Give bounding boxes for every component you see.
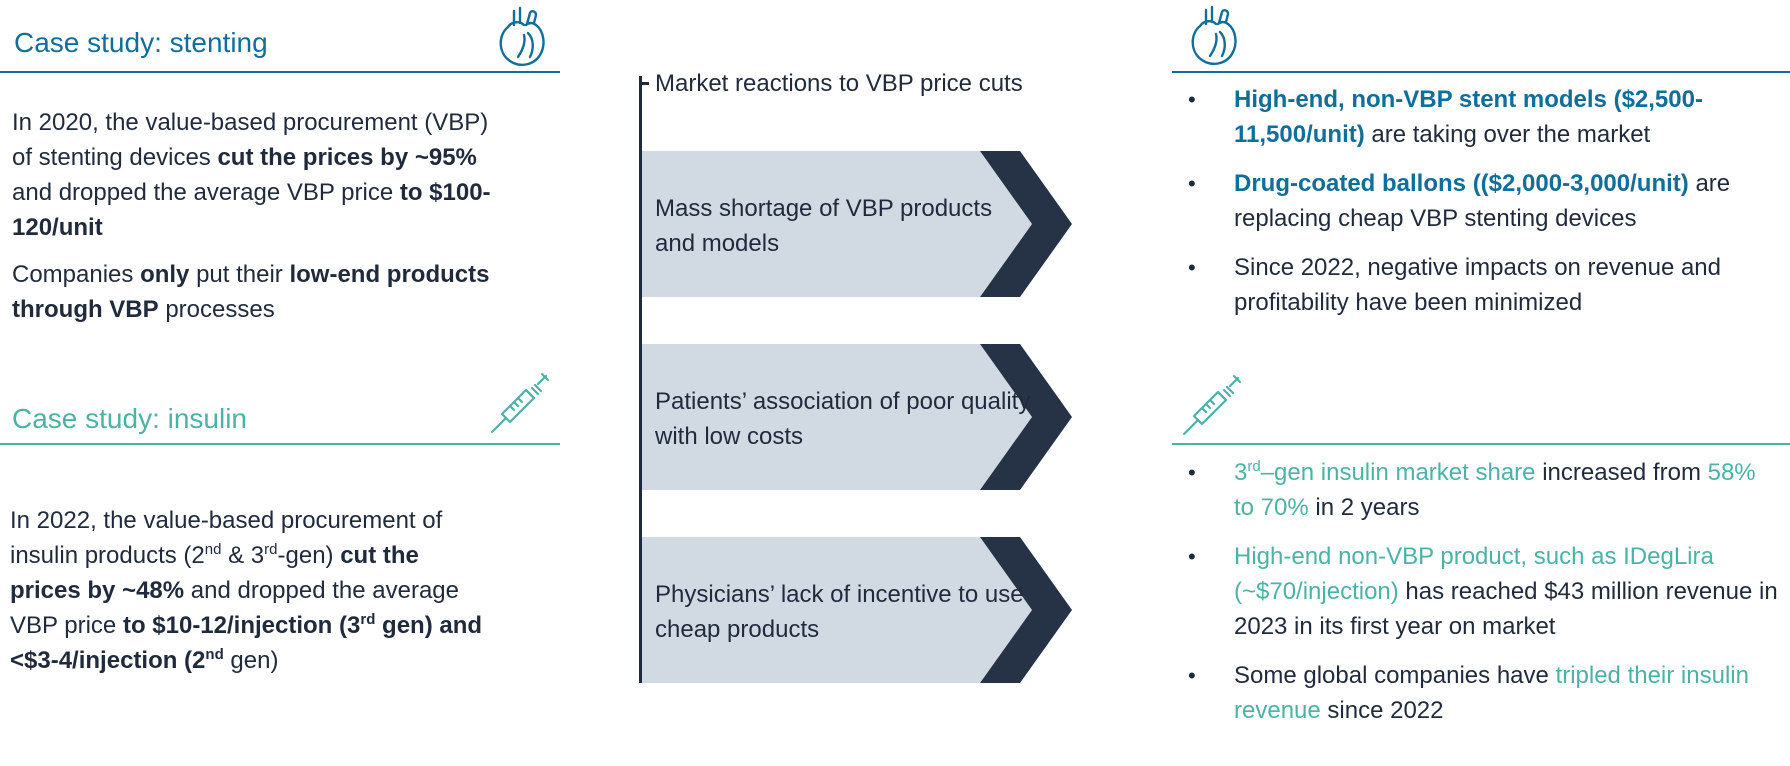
text-run-highlight: –gen insulin market share — [1260, 459, 1536, 486]
text-run-bold: cut the prices by ~48% — [10, 542, 419, 604]
superscript: rd — [264, 541, 278, 558]
text-run-highlight: 58% to 70% — [1234, 459, 1756, 521]
superscript: nd — [204, 541, 222, 558]
text-run: In 2022, the value-based procurement of … — [10, 507, 443, 569]
text-run: & 3 — [221, 542, 265, 569]
text-run-highlight: 3 — [1234, 459, 1248, 486]
text-run: Since 2022, negative impacts on revenue … — [1234, 254, 1721, 316]
text-run: Some global companies have — [1234, 662, 1556, 689]
text-run: -gen) — [277, 542, 341, 569]
insulin-paragraph: In 2022, the value-based procurement of … — [10, 503, 490, 678]
insulin-title: Case study: insulin — [12, 403, 248, 434]
text-run-bold: to $10-12/injection (3 — [122, 612, 361, 639]
insulin-title-rule — [0, 443, 560, 445]
bullet-icon: • — [1188, 255, 1196, 280]
syringe-icon — [1182, 374, 1242, 436]
bullet-icon: • — [1188, 460, 1196, 485]
reaction-chevron-1 — [642, 151, 1072, 297]
bullet-icon: • — [1188, 544, 1196, 569]
list-item: • High-end non-VBP product, such as IDegL… — [1170, 539, 1780, 644]
list-item: • High-end, non-VBP stent models ($2,500-… — [1170, 82, 1780, 152]
text-run: processes — [158, 296, 275, 323]
text-run-highlight: Drug-coated ballons (($2,000-3,000/unit) — [1234, 170, 1689, 197]
reaction-label-1: Mass shortage of VBP products and models — [655, 195, 993, 257]
text-run-bold: low-end products through VBP — [12, 261, 490, 323]
text-run: has reached $43 million revenue in 2023 … — [1234, 578, 1778, 640]
text-run-bold: cut the prices by ~95% — [217, 144, 477, 171]
text-run-bold: gen) and <$3-4/injection (2 — [10, 612, 483, 674]
list-item: • 3rd–gen insulin market share increased … — [1170, 455, 1780, 525]
bullet-icon: • — [1188, 171, 1196, 196]
text-run: and dropped the average VBP price — [12, 179, 400, 206]
text-run: and dropped the average VBP price — [10, 577, 459, 639]
bracket-tick — [639, 82, 649, 85]
text-run: in 2 years — [1308, 494, 1420, 521]
stenting-paragraph-2: Companies only put their low-end product… — [12, 257, 492, 327]
stenting-outcome-list: • High-end, non-VBP stent models ($2,500-… — [1170, 82, 1780, 334]
list-item: • Drug-coated ballons (($2,000-3,000/unit… — [1170, 166, 1780, 236]
insulin-outcomes-rule — [1172, 443, 1790, 445]
text-run: Companies — [12, 261, 141, 288]
heart-icon — [499, 6, 545, 67]
stenting-paragraph-1: In 2020, the value-based procurement (VB… — [12, 105, 512, 245]
text-run-bold: to $100-120/unit — [12, 179, 491, 241]
reaction-label-2: Patients’ association of poor quality wi… — [655, 388, 1031, 450]
text-run: since 2022 — [1320, 697, 1444, 724]
text-run-bold: only — [140, 261, 190, 288]
text-run: are taking over the market — [1364, 121, 1651, 148]
superscript: nd — [205, 646, 224, 663]
bullet-icon: • — [1188, 87, 1196, 112]
reaction-label-3: Physicians’ lack of incentive to use che… — [655, 581, 1024, 643]
syringe-icon — [490, 372, 550, 434]
reaction-chevron-3 — [642, 537, 1072, 683]
insulin-outcome-list: • 3rd–gen insulin market share increased … — [1170, 455, 1780, 742]
text-run-highlight: High-end, non-VBP stent models ($2,500-1… — [1234, 86, 1703, 148]
list-item: • Since 2022, negative impacts on revenue… — [1170, 250, 1780, 320]
text-run: In 2020, the value-based procurement (VB… — [12, 109, 489, 171]
reaction-chevron-2 — [642, 344, 1072, 490]
stenting-title: Case study: stenting — [14, 27, 268, 58]
bullet-icon: • — [1188, 663, 1196, 688]
heart-icon — [1191, 5, 1237, 66]
text-run: put their — [189, 261, 290, 288]
bracket-vertical-line — [639, 76, 642, 683]
text-run-highlight: tripled their insulin revenue — [1234, 662, 1749, 724]
text-run: increased from — [1535, 459, 1708, 486]
superscript: rd — [1247, 458, 1261, 475]
text-run-highlight: High-end non-VBP product, such as IDegLi… — [1234, 543, 1714, 605]
superscript: rd — [360, 611, 376, 628]
stenting-outcomes-rule — [1172, 71, 1790, 73]
list-item: • Some global companies have tripled thei… — [1170, 658, 1780, 728]
text-run: are replacing cheap VBP stenting devices — [1234, 170, 1731, 232]
text-run: gen) — [223, 647, 279, 674]
stenting-title-rule — [0, 71, 560, 73]
market-reactions-header: Market reactions to VBP price cuts — [655, 70, 1023, 97]
